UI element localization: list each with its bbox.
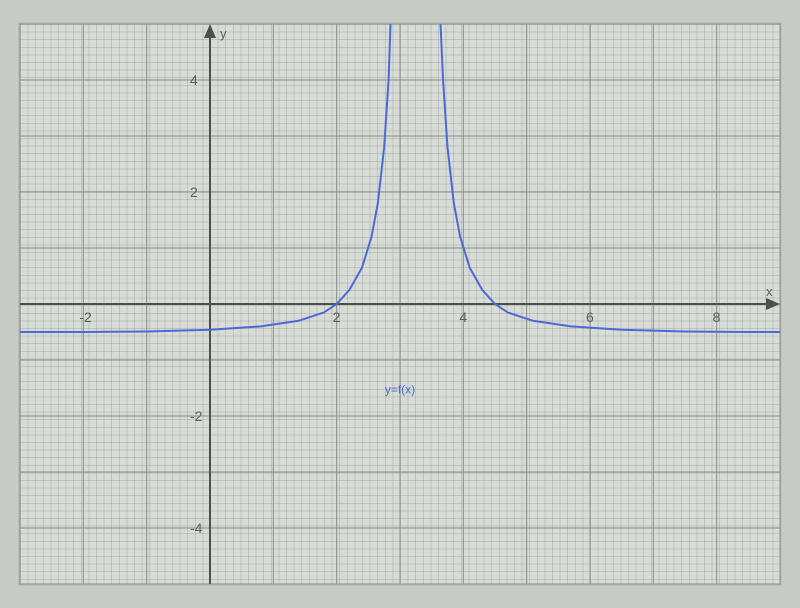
x-axis-label: x <box>766 284 773 299</box>
x-tick-label: 4 <box>459 309 467 325</box>
x-tick-label: 8 <box>713 309 721 325</box>
chart-container: -2 2 4 6 8 -4 -2 2 4 x y y=f(x) <box>19 23 781 585</box>
x-tick-label: 2 <box>333 309 341 325</box>
y-tick-label: 4 <box>190 72 198 88</box>
y-axis-label: y <box>220 26 227 41</box>
plot-svg: -2 2 4 6 8 -4 -2 2 4 x y y=f(x) <box>20 24 780 584</box>
function-label: y=f(x) <box>385 383 415 397</box>
y-tick-label: -2 <box>190 408 203 424</box>
y-tick-label: -4 <box>190 520 203 536</box>
x-tick-label: -2 <box>79 309 92 325</box>
x-tick-label: 6 <box>586 309 594 325</box>
y-tick-label: 2 <box>190 184 198 200</box>
